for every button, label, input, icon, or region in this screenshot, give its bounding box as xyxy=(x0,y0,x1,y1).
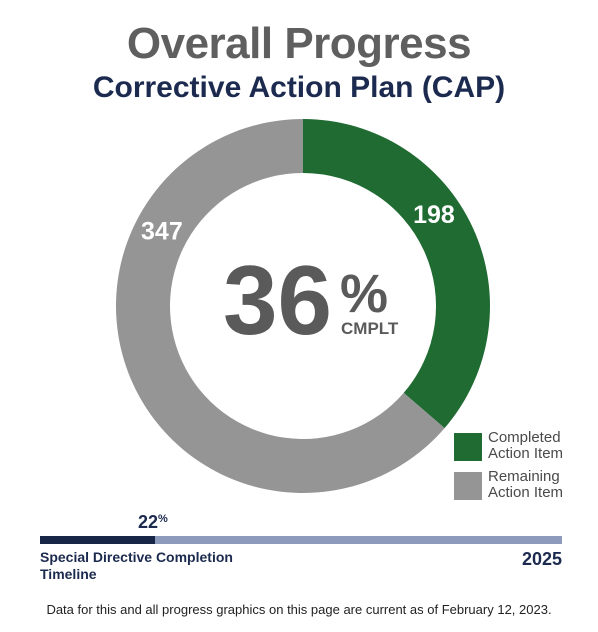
slice-label-completed: 198 xyxy=(413,201,455,229)
center-percent-sign: % xyxy=(340,264,388,324)
legend-swatch-completed xyxy=(454,433,482,461)
timeline-percent-sign: % xyxy=(158,513,168,525)
center-percent-number: 36 xyxy=(223,245,332,355)
legend: Completed Action Item Remaining Action I… xyxy=(454,430,578,508)
slice-completed xyxy=(303,119,490,429)
timeline-progress-fill xyxy=(40,536,155,544)
legend-item-completed: Completed Action Item xyxy=(454,430,578,462)
timeline-percent-number: 22 xyxy=(138,512,159,532)
slice-label-remaining: 347 xyxy=(141,218,183,246)
chart-title: Overall Progress xyxy=(126,19,472,68)
legend-label-remaining: Remaining Action Item xyxy=(488,468,564,501)
slice-remaining xyxy=(115,119,445,494)
footnote: Data for this and all progress graphics … xyxy=(46,602,552,617)
legend-item-remaining: Remaining Action Item xyxy=(454,469,578,501)
donut-chart: 198 347 36 %CMPLT xyxy=(115,119,490,494)
center-label: CMPLT xyxy=(341,319,399,338)
timeline-percent: 22% xyxy=(138,512,168,533)
legend-swatch-remaining xyxy=(454,472,482,500)
timeline-label: Special Directive Completion Timeline xyxy=(40,549,233,582)
chart-subtitle: Corrective Action Plan (CAP) xyxy=(92,71,506,104)
timeline-year: 2025 xyxy=(521,549,562,569)
timeline-progress-bar xyxy=(40,536,562,544)
legend-label-completed: Completed Action Item xyxy=(488,429,564,462)
